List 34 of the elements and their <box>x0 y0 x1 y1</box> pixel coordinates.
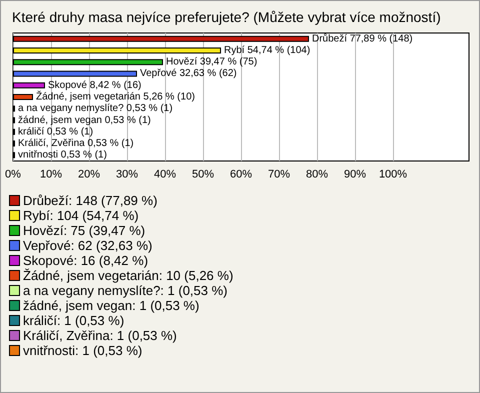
text: králičí: 1 (0,53 %) <box>23 313 124 328</box>
x-tick-label: 50% <box>192 168 214 180</box>
text: a na vegany nemyslíte?: 1 (0,53 %) <box>23 283 228 298</box>
data-label: vnitřnosti 0,53 % (1) <box>18 150 107 161</box>
chart-title: Které druhy masa nejvíce preferujete? (Můžete vybrat více možností) <box>12 9 441 25</box>
x-tick-label: 10% <box>40 168 62 180</box>
data-label: Žádné, jsem vegetarián 5,26 % (10) <box>36 90 195 102</box>
text: Hovězí: 75 (39,47 %) <box>23 223 146 238</box>
data-label: a na vegany nemyslíte? 0,53 % (1) <box>18 103 173 114</box>
data-label: Hovězí 39,47 % (75) <box>166 56 258 68</box>
data-label: Králičí, Zvěřina 0,53 % (1) <box>18 138 134 150</box>
text: vnitřnosti: 1 (0,53 %) <box>23 343 142 358</box>
x-tick-label: 70% <box>268 168 290 180</box>
data-label: Skopové 8,42 % (16) <box>48 80 142 91</box>
data-label: Rybí 54,74 % (104) <box>224 44 310 56</box>
x-tick-label: 90% <box>344 168 366 180</box>
data-label: králičí 0,53 % (1) <box>18 126 94 138</box>
text: Rybí: 104 (54,74 %) <box>23 208 139 223</box>
x-tick-label: 80% <box>306 168 328 180</box>
text: Žádné, jsem vegetarián: 10 (5,26 %) <box>23 268 234 283</box>
text: Vepřové: 62 (32,63 %) <box>23 238 152 253</box>
x-tick-label: 60% <box>230 168 252 180</box>
text: Králičí, Zvěřina: 1 (0,53 %) <box>23 328 177 343</box>
data-label: Drůbeží 77,89 % (148) <box>312 32 413 44</box>
text: Drůbeží: 148 (77,89 %) <box>23 193 158 208</box>
text: Skopové: 16 (8,42 %) <box>23 253 148 268</box>
x-tick-label: 0% <box>5 168 22 180</box>
data-label: žádné, jsem vegan 0,53 % (1) <box>18 114 151 126</box>
x-tick-label: 40% <box>154 168 176 180</box>
data-label: Vepřové 32,63 % (62) <box>140 68 237 80</box>
x-tick-label: 20% <box>78 168 100 180</box>
text: žádné, jsem vegan: 1 (0,53 %) <box>23 298 200 313</box>
x-tick-label: 30% <box>116 168 138 180</box>
x-tick-label: 100% <box>378 168 408 180</box>
